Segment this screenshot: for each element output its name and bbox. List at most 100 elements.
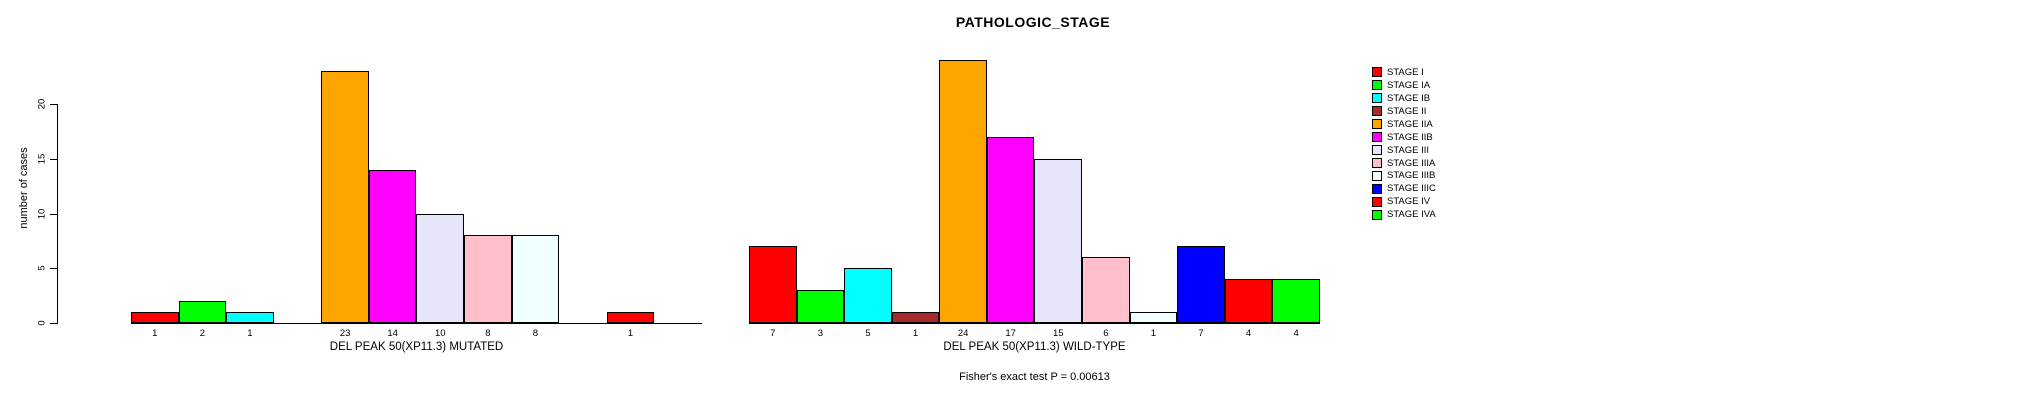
- legend-swatch-icon: [1372, 106, 1382, 117]
- legend-swatch-icon: [1372, 67, 1382, 78]
- bar-value-label: 4: [1293, 328, 1299, 339]
- bar-slot: [891, 53, 940, 323]
- legend-label: STAGE IIB: [1387, 131, 1433, 143]
- bar-stage-ib: [226, 312, 274, 323]
- legend-item: STAGE IVA: [1372, 208, 1436, 221]
- y-tick-label: 10: [36, 208, 48, 219]
- bar-stage-iiia: [1082, 257, 1130, 323]
- bar-stage-i: [131, 312, 179, 323]
- legend-swatch-icon: [1372, 183, 1382, 194]
- bar-value-label: 1: [1150, 328, 1157, 339]
- legend-swatch-icon: [1372, 196, 1382, 207]
- bar-slot: [1082, 53, 1130, 323]
- legend: STAGE I STAGE IA STAGE IB STAGE II STAGE IIA…: [1372, 66, 1436, 221]
- bar-value-labels-wildtype: 7 3 5 1 24 17 15 6 1 7 4 4: [749, 328, 1320, 339]
- fisher-test-note: Fisher's exact test P = 0.00613: [959, 371, 1110, 383]
- bar-value-label: 6: [1103, 328, 1109, 339]
- legend-swatch-icon: [1372, 119, 1382, 130]
- bar-value-label: 8: [532, 328, 539, 339]
- bar-value-label: 15: [1052, 328, 1064, 339]
- bar-slot: [749, 53, 797, 323]
- legend-swatch-icon: [1372, 170, 1382, 181]
- bar-slot: [274, 53, 322, 323]
- y-tick-label: 20: [36, 98, 48, 110]
- legend-swatch-icon: [1372, 93, 1382, 104]
- bar-slot: [1034, 53, 1083, 323]
- legend-label: STAGE III: [1387, 144, 1430, 156]
- legend-item: STAGE IIA: [1372, 118, 1436, 131]
- bar-stage-iv: [606, 312, 655, 323]
- legend-item: STAGE I: [1372, 66, 1436, 79]
- legend-label: STAGE I: [1387, 66, 1424, 78]
- bar-slot: [416, 53, 465, 323]
- chart-title: PATHOLOGIC_STAGE: [955, 14, 1111, 30]
- bar-stage-iiib: [511, 235, 560, 323]
- bar-stage-iv: [1224, 279, 1273, 323]
- bar-value-label: 1: [912, 328, 919, 339]
- bar-stage-iia: [321, 71, 369, 323]
- bar-slot: [559, 53, 607, 323]
- legend-swatch-icon: [1372, 132, 1382, 143]
- bar-stage-iii: [416, 214, 465, 323]
- y-tick-label: 0: [36, 320, 48, 326]
- bar-value-label: 1: [627, 328, 634, 339]
- bar-value-label: 14: [387, 328, 398, 339]
- bar-value-label: 23: [339, 328, 351, 339]
- legend-swatch-icon: [1372, 145, 1382, 156]
- legend-item: STAGE IA: [1372, 79, 1436, 92]
- bar-stage-iib: [368, 170, 417, 323]
- bar-stage-iiic: [1177, 246, 1225, 323]
- y-tick-mark: [50, 104, 58, 106]
- legend-swatch-icon: [1372, 80, 1382, 91]
- bar-slot: [1129, 53, 1178, 323]
- bar-value-label: 3: [817, 328, 824, 339]
- bar-slot: [986, 53, 1035, 323]
- bar-slot: [844, 53, 892, 323]
- bar-stage-ia: [796, 290, 845, 323]
- legend-label: STAGE IB: [1387, 92, 1431, 104]
- legend-item: STAGE IB: [1372, 92, 1436, 105]
- bar-stage-iii: [1034, 159, 1083, 323]
- bar-stage-iia: [939, 60, 987, 323]
- bar-value-label: 7: [1198, 328, 1204, 339]
- bar-slot: [464, 53, 512, 323]
- bar-value-label: 1: [247, 328, 253, 339]
- x-axis-label-wildtype: DEL PEAK 50(XP11.3) WILD-TYPE: [943, 341, 1126, 353]
- bar-slot: [131, 53, 179, 323]
- legend-item: STAGE IV: [1372, 195, 1436, 208]
- bar-stage-i: [749, 246, 797, 323]
- bar-stage-ia: [178, 301, 227, 323]
- bar-stage-iva: [1272, 279, 1320, 323]
- bar-value-label: 1: [152, 328, 158, 339]
- bar-slot: [368, 53, 417, 323]
- y-tick-label: 5: [36, 265, 48, 271]
- bar-slot: [1224, 53, 1273, 323]
- bar-stage-iiia: [464, 235, 512, 323]
- bar-slot: [511, 53, 560, 323]
- bar-value-labels-mutated: 1 2 1 23 14 10 8 8 1: [131, 328, 702, 339]
- y-tick-mark: [50, 268, 58, 270]
- bar-stage-ib: [844, 268, 892, 323]
- bar-value-label: 5: [865, 328, 871, 339]
- bar-stage-iib: [986, 137, 1035, 323]
- bar-value-label: 8: [485, 328, 491, 339]
- bar-value-label: 17: [1005, 328, 1016, 339]
- legend-label: STAGE IIIB: [1387, 170, 1436, 182]
- legend-label: STAGE IIIC: [1387, 183, 1436, 195]
- bar-panel-wildtype: [749, 53, 1320, 324]
- legend-label: STAGE IIIA: [1387, 157, 1436, 169]
- bar-value-label: [654, 328, 702, 339]
- y-tick-mark: [50, 158, 58, 160]
- legend-label: STAGE IVA: [1387, 209, 1436, 221]
- legend-swatch-icon: [1372, 158, 1382, 169]
- legend-item: STAGE IIB: [1372, 131, 1436, 144]
- bar-slot: [1177, 53, 1225, 323]
- legend-swatch-icon: [1372, 209, 1382, 220]
- bar-slot: [321, 53, 369, 323]
- y-tick-mark: [50, 213, 58, 215]
- bar-slot: [939, 53, 987, 323]
- legend-item: STAGE IIIC: [1372, 182, 1436, 195]
- legend-item: STAGE IIIB: [1372, 170, 1436, 183]
- x-axis-label-mutated: DEL PEAK 50(XP11.3) MUTATED: [329, 341, 504, 353]
